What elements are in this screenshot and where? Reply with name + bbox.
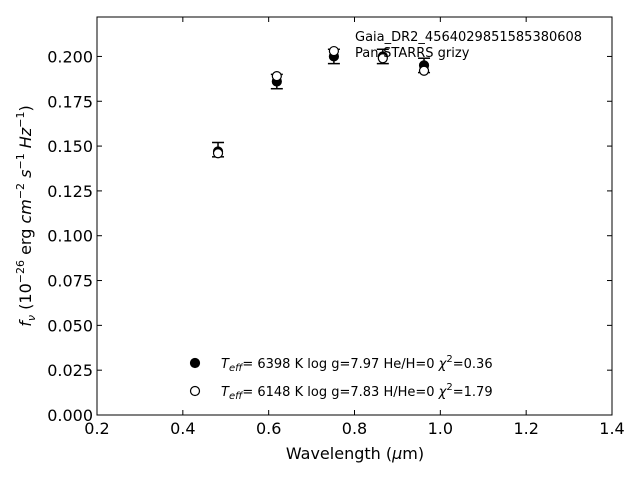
legend-marker [189,357,201,369]
y-tick-label: 0.025 [47,361,93,380]
data-marks [212,45,431,159]
y-tick-label: 0.075 [47,272,93,291]
survey-name: Pan-STARRS grizy [355,46,470,61]
y-tick-label: 0.125 [47,182,93,201]
svg-text:fν (10−26 erg cm−2 s−1 Hz−1): fν (10−26 erg cm−2 s−1 Hz−1) [14,105,38,326]
y-axis-label: fν (10−26 erg cm−2 s−1 Hz−1) [14,105,38,326]
x-tick-label: 1.2 [513,419,538,438]
x-axis-ticks: 0.2 0.4 0.6 0.8 1.0 1.2 1.4 [84,17,625,438]
x-tick-label: 0.4 [170,419,195,438]
x-tick-label: 0.2 [84,419,109,438]
y-tick-label: 0.000 [47,406,93,425]
x-tick-label: 0.6 [256,419,281,438]
model-point-open [377,53,388,64]
x-tick-label: 0.8 [342,419,367,438]
legend-entry: Teff= 6148 K log g=7.83 H/He=0 χ2=1.79 [221,382,493,402]
legend-entry: Teff= 6398 K log g=7.97 He/H=0 χ2=0.36 [221,354,493,374]
y-axis-ticks: 0.000 0.025 0.050 0.075 0.100 0.125 0.150 0.175… [47,47,612,425]
source-annotation: Gaia_DR2_4564029851585380608 Pan-STARRS … [355,30,582,61]
model-point-open [418,65,430,76]
x-tick-label: 1.4 [599,419,624,438]
x-tick-label: 1.0 [428,419,453,438]
legend: Teff= 6398 K log g=7.97 He/H=0 χ2=0.36 Te… [189,354,493,402]
y-tick-label: 0.175 [47,92,93,111]
model-point-open [271,71,282,82]
legend-marker [189,385,201,397]
y-tick-label: 0.150 [47,137,93,156]
y-tick-label: 0.050 [47,316,93,335]
y-tick-label: 0.200 [47,47,93,66]
model-point-open [212,148,224,159]
plot-area [96,16,613,416]
y-tick-label: 0.100 [47,227,93,246]
x-axis-label: Wavelength (μm) [286,444,424,463]
source-name: Gaia_DR2_4564029851585380608 [355,30,582,45]
model-point-open [328,45,339,57]
